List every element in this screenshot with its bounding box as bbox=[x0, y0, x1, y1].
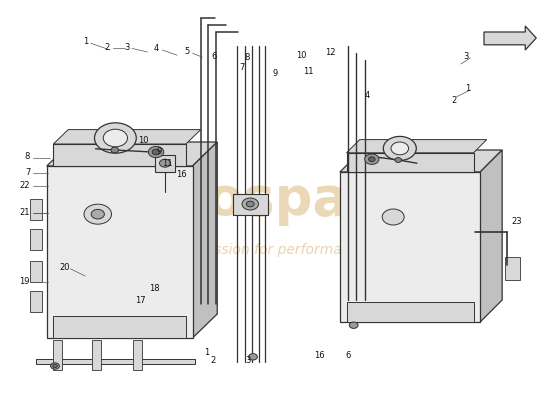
Circle shape bbox=[148, 146, 164, 158]
Text: 3: 3 bbox=[464, 52, 469, 61]
Circle shape bbox=[91, 209, 104, 219]
Text: 18: 18 bbox=[148, 284, 159, 293]
Text: 16: 16 bbox=[314, 351, 324, 360]
Text: 1: 1 bbox=[204, 348, 209, 357]
Circle shape bbox=[152, 149, 160, 155]
Polygon shape bbox=[346, 140, 487, 153]
Text: 10: 10 bbox=[138, 136, 148, 145]
Text: 1: 1 bbox=[82, 38, 88, 46]
Text: 9: 9 bbox=[157, 147, 162, 156]
Bar bbox=[30, 291, 42, 312]
Text: 17: 17 bbox=[135, 296, 146, 305]
Circle shape bbox=[242, 198, 258, 210]
Text: 10: 10 bbox=[296, 51, 307, 60]
Text: 21: 21 bbox=[19, 208, 30, 217]
Bar bbox=[233, 194, 268, 215]
Bar bbox=[30, 199, 42, 220]
Bar bbox=[505, 257, 520, 280]
Polygon shape bbox=[53, 144, 186, 166]
Text: 2: 2 bbox=[211, 356, 216, 365]
Text: 3: 3 bbox=[245, 356, 250, 365]
Text: 22: 22 bbox=[19, 182, 30, 190]
Text: 9: 9 bbox=[272, 70, 278, 78]
Text: 11: 11 bbox=[162, 159, 173, 168]
Text: eurospares: eurospares bbox=[108, 174, 442, 226]
Text: 8: 8 bbox=[25, 152, 30, 161]
Text: 7: 7 bbox=[239, 63, 245, 72]
Bar bbox=[53, 316, 186, 338]
Text: 8: 8 bbox=[245, 54, 250, 62]
Polygon shape bbox=[340, 150, 502, 172]
Text: 20: 20 bbox=[59, 264, 70, 272]
Polygon shape bbox=[192, 142, 217, 338]
Text: 4: 4 bbox=[365, 91, 370, 100]
Circle shape bbox=[383, 136, 416, 160]
Circle shape bbox=[382, 209, 404, 225]
Circle shape bbox=[368, 157, 375, 162]
Polygon shape bbox=[484, 26, 536, 50]
Text: 1: 1 bbox=[465, 84, 470, 93]
Text: 11: 11 bbox=[302, 67, 313, 76]
Polygon shape bbox=[47, 142, 217, 166]
Bar bbox=[133, 340, 142, 370]
Text: 2: 2 bbox=[104, 43, 110, 52]
Text: 12: 12 bbox=[324, 48, 336, 57]
Text: 3: 3 bbox=[124, 43, 129, 52]
Bar bbox=[30, 261, 42, 282]
Circle shape bbox=[349, 322, 358, 328]
Text: 4: 4 bbox=[154, 44, 160, 53]
Polygon shape bbox=[340, 172, 480, 322]
Circle shape bbox=[84, 204, 112, 224]
Text: 6: 6 bbox=[212, 52, 217, 61]
Text: 5: 5 bbox=[184, 48, 190, 56]
Circle shape bbox=[365, 154, 379, 164]
Circle shape bbox=[246, 201, 254, 207]
Bar bbox=[92, 340, 101, 370]
Bar bbox=[53, 340, 62, 370]
Text: a passion for performance: a passion for performance bbox=[184, 243, 366, 257]
Bar bbox=[36, 359, 195, 364]
Bar bbox=[30, 229, 42, 250]
Text: 23: 23 bbox=[512, 218, 522, 226]
Polygon shape bbox=[53, 130, 201, 144]
Circle shape bbox=[111, 147, 119, 153]
Text: 19: 19 bbox=[19, 278, 30, 286]
Bar bbox=[346, 302, 474, 322]
Text: 2: 2 bbox=[451, 96, 456, 105]
Circle shape bbox=[160, 159, 170, 167]
Text: 6: 6 bbox=[345, 351, 350, 360]
Circle shape bbox=[395, 158, 402, 162]
Polygon shape bbox=[480, 150, 502, 322]
Bar bbox=[155, 155, 175, 172]
Polygon shape bbox=[47, 166, 192, 338]
Polygon shape bbox=[346, 153, 474, 172]
Text: 16: 16 bbox=[176, 170, 187, 178]
Circle shape bbox=[103, 129, 128, 147]
Circle shape bbox=[53, 364, 57, 368]
Circle shape bbox=[95, 123, 136, 153]
Circle shape bbox=[249, 354, 257, 360]
Circle shape bbox=[51, 363, 59, 369]
Circle shape bbox=[391, 142, 409, 155]
Text: 7: 7 bbox=[25, 168, 30, 177]
